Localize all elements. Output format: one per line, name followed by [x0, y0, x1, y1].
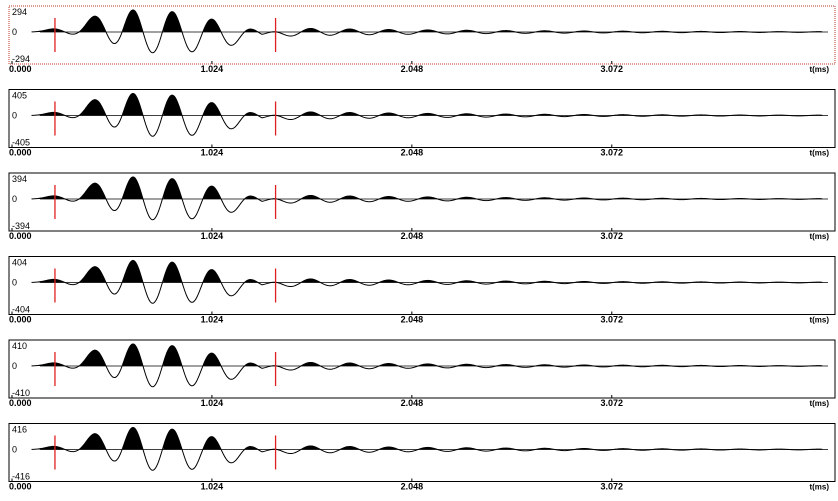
waveform-trace	[31, 426, 823, 471]
ytick-max: 405	[12, 91, 27, 101]
ytick-zero: 0	[12, 27, 17, 37]
xtick-label: 1.024	[201, 398, 224, 408]
xtick-label: 3.072	[601, 231, 624, 241]
xtick-label: 1.024	[201, 148, 224, 158]
xtick-label: 2.048	[401, 315, 424, 325]
ytick-max: 294	[12, 7, 27, 17]
waveform-trace	[31, 176, 823, 221]
time-unit-label: t(ms)	[809, 232, 829, 241]
time-unit-label: t(ms)	[809, 149, 829, 158]
panel-frame	[8, 339, 836, 399]
time-unit-label: t(ms)	[809, 316, 829, 325]
xtick-label: 3.072	[601, 398, 624, 408]
ytick-max: 416	[12, 425, 27, 435]
time-unit-label: t(ms)	[809, 65, 829, 74]
ytick-zero: 0	[12, 194, 17, 204]
ytick-zero: 0	[12, 111, 17, 121]
ytick-min: -405	[12, 138, 30, 148]
ytick-min: -394	[12, 221, 30, 231]
ytick-zero: 0	[12, 278, 17, 288]
panel-frame	[8, 89, 836, 148]
xtick-label: 3.072	[601, 148, 624, 158]
xtick-label: 3.072	[601, 315, 624, 325]
xtick-label: 2.048	[401, 231, 424, 241]
time-unit-label: t(ms)	[809, 399, 829, 408]
xtick-label: 2.048	[401, 64, 424, 74]
ytick-min: -416	[12, 472, 30, 482]
panel-frame	[8, 256, 836, 315]
xtick-label: 0.000	[9, 398, 32, 408]
xtick-label: 0.000	[9, 64, 32, 74]
xtick-label: 2.048	[401, 482, 424, 492]
ytick-min: -410	[12, 388, 30, 398]
xtick-label: 1.024	[201, 315, 224, 325]
waveform-trace	[31, 343, 823, 388]
panel-frame	[8, 423, 836, 482]
ytick-min: -404	[12, 305, 30, 315]
xtick-label: 1.024	[201, 231, 224, 241]
waveform-trace	[31, 259, 823, 304]
xtick-label: 0.000	[9, 148, 32, 158]
xtick-label: 2.048	[401, 148, 424, 158]
xtick-label: 3.072	[601, 64, 624, 74]
ytick-max: 394	[12, 174, 27, 184]
ytick-zero: 0	[12, 361, 17, 371]
xtick-label: 0.000	[9, 231, 32, 241]
panel-frame	[8, 5, 836, 65]
waveform-trace	[31, 9, 823, 54]
time-unit-label: t(ms)	[809, 483, 829, 492]
xtick-label: 2.048	[401, 398, 424, 408]
xtick-label: 1.024	[201, 482, 224, 492]
waveform-trace	[31, 92, 823, 137]
ytick-max: 404	[12, 258, 27, 268]
xtick-label: 0.000	[9, 482, 32, 492]
xtick-label: 3.072	[601, 482, 624, 492]
panel-frame	[8, 172, 836, 232]
ytick-min: -294	[12, 54, 30, 64]
xtick-label: 0.000	[9, 315, 32, 325]
ytick-zero: 0	[12, 445, 17, 455]
xtick-label: 1.024	[201, 64, 224, 74]
ytick-max: 410	[12, 341, 27, 351]
